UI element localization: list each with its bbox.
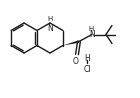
Text: H: H xyxy=(88,26,94,32)
Text: Cl: Cl xyxy=(83,64,91,74)
Text: H: H xyxy=(84,54,90,63)
Text: N: N xyxy=(89,30,95,39)
Text: N: N xyxy=(48,24,53,33)
Text: H: H xyxy=(48,15,53,21)
Text: O: O xyxy=(73,57,79,66)
Polygon shape xyxy=(63,40,79,45)
